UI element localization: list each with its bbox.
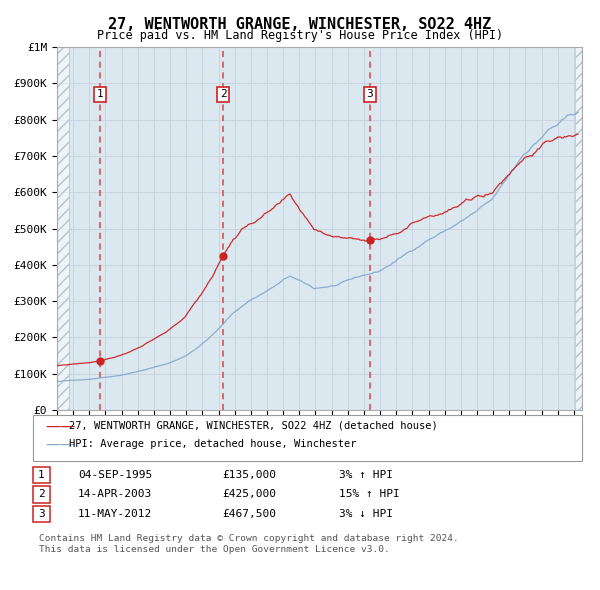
Text: 3: 3 [367,89,373,99]
Text: Contains HM Land Registry data © Crown copyright and database right 2024.: Contains HM Land Registry data © Crown c… [39,533,459,543]
Text: £425,000: £425,000 [222,490,276,499]
Text: HPI: Average price, detached house, Winchester: HPI: Average price, detached house, Winc… [69,440,356,449]
Text: £467,500: £467,500 [222,509,276,519]
Text: ——: —— [45,437,76,452]
Text: 2: 2 [220,89,226,99]
Text: 04-SEP-1995: 04-SEP-1995 [78,470,152,480]
Text: 3: 3 [38,509,45,519]
Bar [575,47,582,410]
Text: 1: 1 [97,89,104,99]
Text: 27, WENTWORTH GRANGE, WINCHESTER, SO22 4HZ (detached house): 27, WENTWORTH GRANGE, WINCHESTER, SO22 4… [69,421,438,431]
Text: 3% ↓ HPI: 3% ↓ HPI [339,509,393,519]
Bar [57,47,69,410]
Text: 14-APR-2003: 14-APR-2003 [78,490,152,499]
Text: ——: —— [45,418,76,434]
Text: 2: 2 [38,490,45,499]
Bar [575,47,582,410]
Text: Price paid vs. HM Land Registry's House Price Index (HPI): Price paid vs. HM Land Registry's House … [97,30,503,42]
Text: 27, WENTWORTH GRANGE, WINCHESTER, SO22 4HZ: 27, WENTWORTH GRANGE, WINCHESTER, SO22 4… [109,17,491,31]
Bar [57,47,69,410]
Text: This data is licensed under the Open Government Licence v3.0.: This data is licensed under the Open Gov… [39,545,390,555]
Text: 11-MAY-2012: 11-MAY-2012 [78,509,152,519]
Text: 15% ↑ HPI: 15% ↑ HPI [339,490,400,499]
Text: £135,000: £135,000 [222,470,276,480]
Text: 1: 1 [38,470,45,480]
Text: 3% ↑ HPI: 3% ↑ HPI [339,470,393,480]
